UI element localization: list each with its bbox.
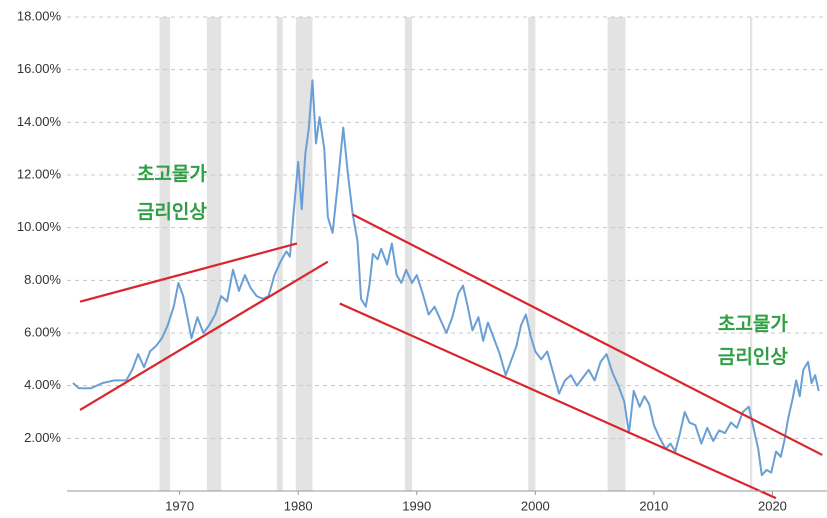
- annotation: 초고물가: [718, 313, 788, 335]
- shaded-range: [749, 17, 753, 491]
- y-tick-label: 12.00%: [17, 166, 62, 181]
- shaded-range: [607, 17, 626, 491]
- x-tick-label: 2020: [758, 498, 787, 513]
- x-tick-label: 2010: [639, 498, 668, 513]
- x-tick-label: 1990: [402, 498, 431, 513]
- trend-line: [79, 242, 298, 303]
- shaded-range: [206, 17, 222, 491]
- shaded-range: [276, 17, 283, 491]
- shaded-range: [159, 17, 171, 491]
- x-tick-label: 1970: [165, 498, 194, 513]
- shaded-range: [404, 17, 413, 491]
- y-tick-label: 4.00%: [24, 377, 61, 392]
- shaded-range: [295, 17, 313, 491]
- annotation: 초고물가: [137, 163, 207, 185]
- x-tick-label: 2000: [521, 498, 550, 513]
- y-tick-label: 18.00%: [17, 8, 62, 23]
- trend-line: [339, 302, 777, 500]
- y-tick-label: 14.00%: [17, 114, 62, 129]
- y-tick-label: 2.00%: [24, 430, 61, 445]
- trend-line: [79, 260, 329, 411]
- y-tick-label: 8.00%: [24, 272, 61, 287]
- annotation: 금리인상: [718, 346, 788, 368]
- y-tick-label: 10.00%: [17, 219, 62, 234]
- annotation: 금리인상: [137, 201, 207, 223]
- trend-line: [352, 213, 823, 456]
- y-tick-label: 16.00%: [17, 61, 62, 76]
- shaded-range: [528, 17, 536, 491]
- y-tick-label: 6.00%: [24, 324, 61, 339]
- x-tick-label: 1980: [284, 498, 313, 513]
- data-line: [72, 79, 820, 477]
